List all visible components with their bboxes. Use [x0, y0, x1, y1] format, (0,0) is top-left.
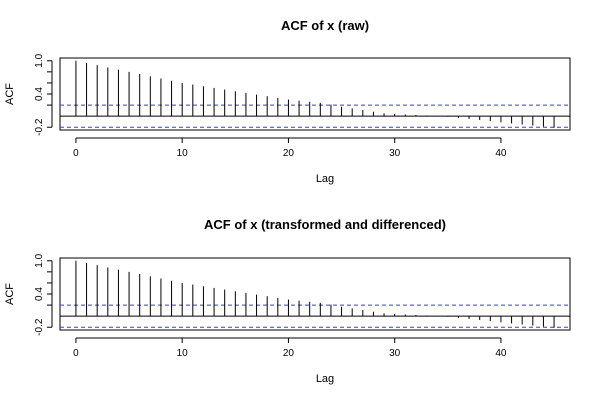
acf-panel-raw: ACF of x (raw) Lag ACF 0 10 20 30 40 -0.2 0.4 1…	[4, 18, 571, 185]
x-tick-label: 0	[73, 148, 79, 159]
x-tick-label: 30	[389, 348, 401, 359]
plot-frame	[59, 57, 571, 131]
x-tick-label: 20	[283, 348, 295, 359]
x-tick-label: 30	[389, 148, 401, 159]
chart-title: ACF of x (raw)	[281, 18, 369, 33]
x-tick-label: 10	[177, 148, 189, 159]
y-tick-label: 1.0	[34, 253, 45, 267]
chart-title: ACF of x (transformed and differenced)	[204, 217, 446, 232]
x-axis-label: Lag	[316, 373, 334, 385]
x-tick-label: 10	[177, 348, 189, 359]
acf-panel-transformed-differenced: ACF of x (transformed and differenced) L…	[4, 217, 571, 385]
x-tick-label: 40	[495, 348, 507, 359]
y-tick-label: 0.4	[34, 87, 45, 101]
plot-frame	[59, 257, 571, 331]
y-tick-label: -0.2	[34, 318, 45, 336]
y-tick-label: 0.4	[34, 287, 45, 301]
y-axis-label: ACF	[4, 83, 16, 105]
x-tick-label: 40	[495, 148, 507, 159]
x-tick-label: 0	[73, 348, 79, 359]
y-tick-label: 1.0	[34, 53, 45, 67]
x-axis-label: Lag	[316, 173, 334, 185]
x-tick-label: 20	[283, 148, 295, 159]
y-tick-label: -0.2	[34, 118, 45, 136]
y-axis-label: ACF	[4, 283, 16, 305]
